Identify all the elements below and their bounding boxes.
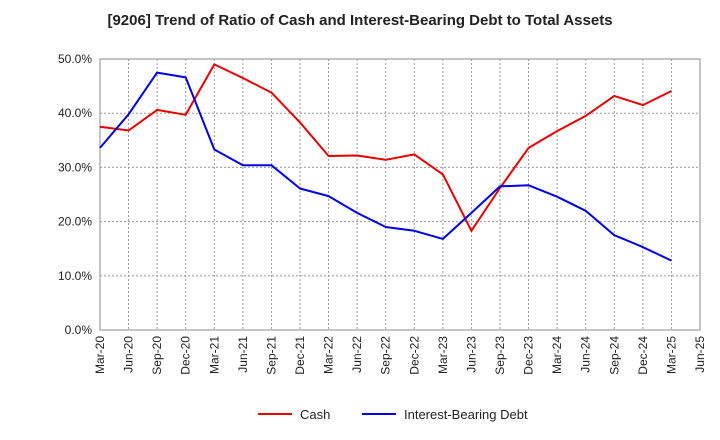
- legend-label: Interest-Bearing Debt: [404, 407, 528, 422]
- x-tick-label: Jun-22: [350, 336, 364, 373]
- y-axis-tick-labels: 0.0% 10.0% 20.0% 30.0% 40.0% 50.0%: [58, 52, 92, 337]
- plot-area: [99, 58, 701, 331]
- y-tick-label: 50.0%: [58, 52, 92, 66]
- x-tick-label: Mar-23: [436, 336, 450, 374]
- x-tick-label: Dec-23: [522, 336, 536, 375]
- x-tick-label: Mar-22: [322, 336, 336, 374]
- x-tick-label: Dec-24: [636, 336, 650, 375]
- x-axis-tick-labels: Mar-20 Jun-20 Sep-20 Dec-20 Mar-21 Jun-21 Sep-…: [93, 336, 707, 375]
- x-tick-label: Mar-24: [550, 336, 564, 374]
- x-tick-label: Jun-21: [236, 336, 250, 373]
- x-tick-label: Jun-25: [693, 336, 707, 373]
- x-tick-label: Jun-24: [579, 336, 593, 373]
- x-tick-label: Mar-25: [664, 336, 678, 374]
- x-tick-label: Jun-23: [464, 336, 478, 373]
- x-tick-label: Sep-22: [379, 336, 393, 375]
- y-tick-label: 30.0%: [58, 160, 92, 174]
- y-tick-label: 0.0%: [65, 323, 93, 337]
- x-tick-label: Sep-20: [150, 336, 164, 375]
- x-tick-label: Jun-20: [122, 336, 136, 373]
- y-tick-label: 10.0%: [58, 269, 92, 283]
- x-tick-label: Dec-20: [179, 336, 193, 375]
- x-tick-label: Sep-21: [264, 336, 278, 375]
- x-tick-label: Dec-22: [407, 336, 421, 375]
- x-tick-label: Mar-20: [93, 336, 107, 374]
- y-tick-label: 40.0%: [58, 106, 92, 120]
- series-line-cash: [99, 63, 672, 232]
- x-tick-label: Sep-23: [493, 336, 507, 375]
- legend-label: Cash: [300, 407, 330, 422]
- x-tick-label: Mar-21: [207, 336, 221, 374]
- y-tick-label: 20.0%: [58, 215, 92, 229]
- series-line-interest-bearing-debt: [99, 71, 672, 262]
- series-lines: [99, 63, 672, 262]
- legend: Cash Interest-Bearing Debt: [258, 407, 528, 422]
- x-tick-label: Sep-24: [607, 336, 621, 375]
- x-tick-label: Dec-21: [293, 336, 307, 375]
- chart-title: [9206] Trend of Ratio of Cash and Intere…: [107, 12, 613, 29]
- grid-lines: [100, 59, 700, 330]
